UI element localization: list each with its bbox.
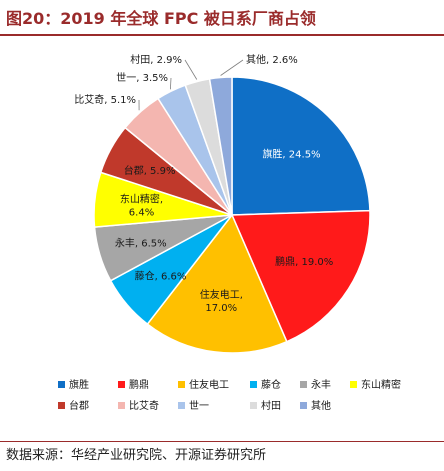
legend-swatch-4 — [250, 381, 257, 388]
title-divider — [0, 34, 444, 36]
legend-label-10: 村田 — [261, 399, 281, 412]
legend-label-3: 住友电工 — [189, 378, 229, 391]
legend-swatch-5 — [300, 381, 307, 388]
legend-swatch-7 — [58, 402, 65, 409]
chart-title: 图20：2019 年全球 FPC 被日系厂商占领 — [6, 9, 316, 28]
slice-3-label: 住友电工, 17.0% — [200, 288, 243, 314]
legend-swatch-8 — [118, 402, 125, 409]
legend-swatch-9 — [178, 402, 185, 409]
legend-label-8: 比艾奇 — [129, 399, 159, 412]
legend-swatch-2 — [118, 381, 125, 388]
legend-label-11: 其他 — [311, 399, 331, 412]
slice-8-label: 比艾奇, 5.1% — [74, 93, 136, 106]
slice-11-leader-line — [220, 59, 244, 76]
slice-2 — [230, 209, 371, 343]
legend-swatch-6 — [350, 381, 357, 388]
slice-5-label: 永丰, 6.5% — [115, 236, 167, 249]
legend-swatch-11 — [300, 402, 307, 409]
slice-6-label: 东山精密, 6.4% — [120, 193, 163, 219]
slice-1 — [231, 76, 371, 216]
data-source: 数据来源：华经产业研究院、开源证券研究所 — [6, 448, 267, 463]
legend-swatch-3 — [178, 381, 185, 388]
footer-divider — [0, 441, 444, 442]
slice-9-label: 世一, 3.5% — [116, 72, 168, 84]
legend-label-1: 旗胜 — [69, 378, 89, 391]
legend-label-6: 东山精密 — [361, 378, 401, 391]
slice-11 — [208, 76, 233, 216]
slice-10-label: 村田, 2.9% — [130, 53, 182, 66]
legend-swatch-1 — [58, 381, 65, 388]
pie-chart: 旗胜, 24.5% 鹏鼎, 19.0% 住友电工, 17.0% 藤仓, 6.6% 永丰, … — [58, 53, 401, 412]
slice-2-label: 鹏鼎, 19.0% — [275, 255, 333, 268]
slice-1-label: 旗胜, 24.5% — [262, 148, 320, 161]
slice-11-label: 其他, 2.6% — [246, 53, 298, 66]
slice-3 — [146, 213, 288, 354]
legend-label-4: 藤仓 — [261, 378, 281, 391]
legend-swatch-10 — [250, 402, 257, 409]
slice-9-leader-line — [170, 77, 172, 90]
legend-label-2: 鹏鼎 — [129, 378, 149, 391]
legend-label-9: 世一 — [189, 400, 209, 412]
legend-label-7: 台郡 — [69, 399, 89, 412]
legend-label-5: 永丰 — [311, 378, 331, 391]
slice-10-leader-line — [184, 59, 198, 80]
slice-7-label: 台郡, 5.9% — [124, 164, 176, 177]
slice-4-label: 藤仓, 6.6% — [135, 270, 187, 283]
